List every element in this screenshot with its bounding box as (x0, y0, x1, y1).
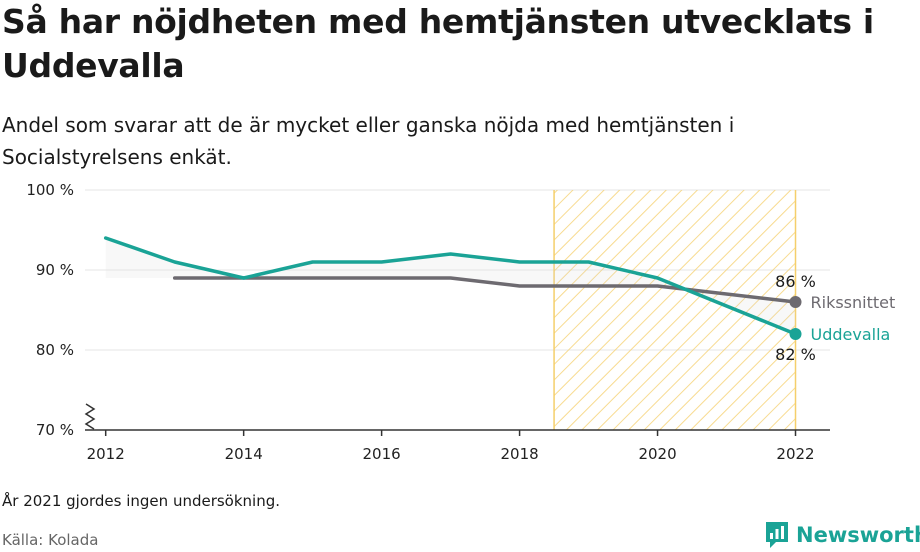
series-label-uddevalla: Uddevalla (811, 325, 891, 344)
y-tick-label: 70 % (36, 421, 74, 439)
data-point-uddevalla (789, 328, 802, 340)
axis-break-icon (84, 403, 96, 430)
end-value-label-uddevalla: 82 % (775, 345, 816, 364)
newsworthy-logo: Newsworthy (764, 518, 920, 552)
y-tick-label: 80 % (36, 341, 74, 359)
line-chart: 70 % 80 % 90 % 100 % 2012 2014 2016 2018 2020 202… (26, 181, 896, 463)
y-tick-label: 90 % (36, 261, 74, 279)
highlight-band (554, 190, 796, 430)
x-tick-label: 2020 (638, 445, 676, 463)
end-value-label-riket: 86 % (775, 272, 816, 291)
x-tick-label: 2016 (363, 445, 401, 463)
series-label-riket: Rikssnittet (811, 293, 896, 312)
chart-title: Så har nöjdheten med hemtjänsten utveckl… (2, 2, 874, 85)
brand-name: Newsworthy (796, 523, 920, 547)
source-note: Källa: Kolada (2, 531, 99, 549)
x-tick-label: 2018 (500, 445, 538, 463)
x-tick-label: 2012 (87, 445, 125, 463)
footnote: År 2021 gjordes ingen undersökning. (2, 492, 281, 510)
x-tick-label: 2014 (225, 445, 263, 463)
series-line-uddevalla (103, 236, 798, 336)
chart-subtitle: Andel som svarar att de är mycket eller … (2, 113, 735, 169)
x-tick-label: 2022 (776, 445, 814, 463)
newsworthy-icon (766, 522, 788, 548)
y-tick-label: 100 % (26, 181, 74, 199)
data-point-riket (789, 296, 802, 308)
